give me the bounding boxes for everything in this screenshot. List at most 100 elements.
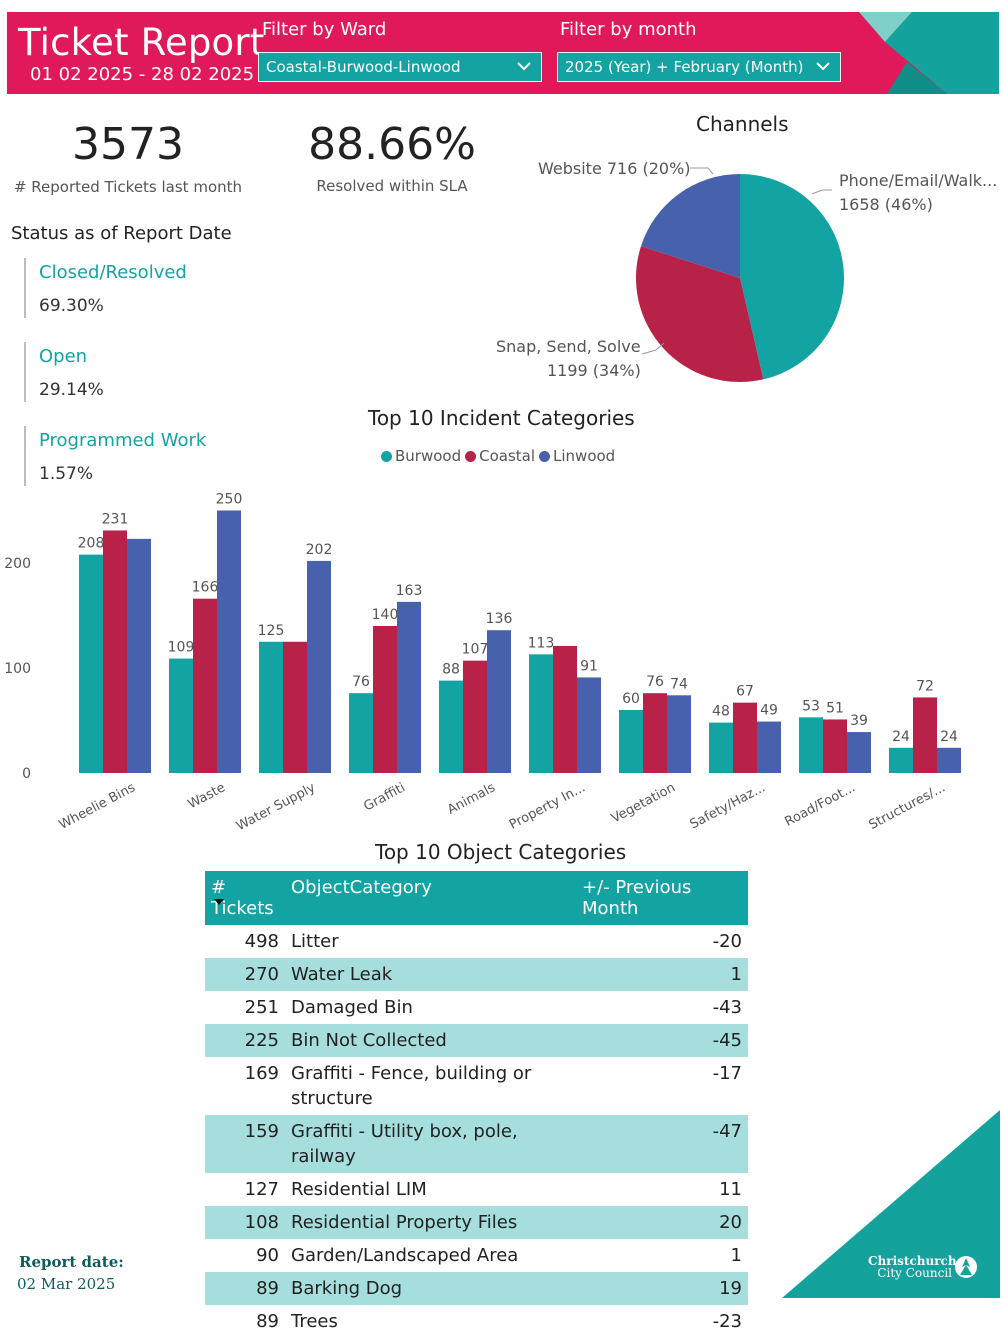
table-header-row: # Tickets ObjectCategory +/- Previous Mo…	[205, 871, 748, 925]
bar-coastal[interactable]	[553, 645, 577, 773]
bar-value-label: 208	[78, 536, 105, 552]
bar-burwood[interactable]	[439, 680, 463, 773]
bar-linwood[interactable]	[487, 630, 511, 773]
legend-coastal-dot	[465, 450, 477, 462]
bar-burwood[interactable]	[349, 693, 373, 773]
bar-coastal[interactable]	[823, 719, 847, 773]
pie-slice-0[interactable]	[740, 174, 845, 380]
category-column-header[interactable]: ObjectCategory	[285, 871, 576, 925]
pie-slice-2[interactable]	[641, 174, 740, 278]
table-row[interactable]: 127 Residential LIM 11	[205, 1173, 748, 1206]
table-row[interactable]: 270 Water Leak 1	[205, 958, 748, 991]
category-cell: Water Leak	[285, 958, 576, 991]
tickets-column-header[interactable]: # Tickets	[205, 871, 285, 925]
bar-coastal[interactable]	[103, 530, 127, 773]
status-closed-name: Closed/Resolved	[39, 262, 187, 283]
bar-linwood[interactable]	[397, 601, 421, 773]
table-row[interactable]: 225 Bin Not Collected -45	[205, 1024, 748, 1057]
reported-tickets-label: # Reported Tickets last month	[13, 178, 243, 196]
chevron-down-icon	[517, 62, 531, 71]
bar-coastal[interactable]	[643, 693, 667, 773]
change-cell: 20	[576, 1206, 748, 1239]
bar-burwood[interactable]	[799, 717, 823, 773]
table-row[interactable]: 169 Graffiti - Fence, building or structu…	[205, 1057, 748, 1115]
bar-linwood[interactable]	[127, 538, 151, 773]
bar-value-label: 166	[192, 580, 219, 596]
bar-value-label: 91	[580, 658, 598, 674]
x-tick-label: Waste	[186, 780, 228, 812]
bar-burwood[interactable]	[709, 722, 733, 773]
report-date-range: 01 02 2025 - 28 02 2025	[30, 64, 255, 85]
bar-linwood[interactable]	[667, 695, 691, 773]
ward-filter-value: Coastal-Burwood-Linwood	[266, 58, 461, 76]
report-date-value: 02 Mar 2025	[17, 1275, 116, 1293]
bar-coastal[interactable]	[463, 660, 487, 773]
table-row[interactable]: 159 Graffiti - Utility box, pole, railway…	[205, 1115, 748, 1173]
table-row[interactable]: 90 Garden/Landscaped Area 1	[205, 1239, 748, 1272]
category-cell: Residential Property Files	[285, 1206, 576, 1239]
bar-burwood[interactable]	[619, 710, 643, 773]
y-tick-label: 0	[22, 766, 31, 782]
change-cell: 1	[730, 1245, 742, 1266]
bar-linwood[interactable]	[307, 560, 331, 773]
bar-linwood[interactable]	[937, 747, 961, 773]
phone-slice-label-line1: Phone/Email/Walk...	[839, 171, 998, 190]
table-row[interactable]: 89 Trees -23	[205, 1305, 748, 1338]
sla-value: 88.66%	[308, 119, 476, 170]
status-programmed-name: Programmed Work	[39, 430, 207, 451]
status-divider	[24, 258, 26, 318]
category-cell: Damaged Bin	[291, 997, 413, 1018]
bar-value-label: 76	[646, 674, 664, 690]
bar-burwood[interactable]	[169, 658, 193, 773]
y-tick-label: 200	[4, 556, 31, 572]
bar-value-label: 51	[826, 700, 844, 716]
bar-linwood[interactable]	[577, 677, 601, 773]
change-column-header[interactable]: +/- Previous Month	[576, 871, 748, 925]
x-tick-label: Vegetation	[609, 780, 678, 826]
y-tick-label: 100	[4, 661, 31, 677]
bar-burwood[interactable]	[889, 747, 913, 773]
bar-value-label: 53	[802, 698, 820, 714]
category-cell: Residential LIM	[291, 1179, 427, 1200]
bar-coastal[interactable]	[193, 598, 217, 773]
status-programmed-value: 1.57%	[39, 464, 94, 484]
snap-leader-line	[641, 342, 665, 355]
table-row[interactable]: 498 Litter -20	[205, 925, 748, 958]
bar-coastal[interactable]	[733, 702, 757, 773]
month-filter-select[interactable]: 2025 (Year) + February (Month)	[557, 52, 841, 82]
x-tick-label: Structures/...	[867, 780, 948, 833]
snap-slice-label-line1: Snap, Send, Solve	[496, 337, 641, 356]
bar-linwood[interactable]	[217, 510, 241, 774]
change-cell: -47	[576, 1115, 748, 1173]
ticket-count-cell: 127	[244, 1179, 279, 1200]
change-cell: 19	[576, 1272, 748, 1305]
report-title: Ticket Report	[18, 21, 265, 64]
report-header: Ticket Report 01 02 2025 - 28 02 2025 Fi…	[7, 12, 999, 94]
bar-burwood[interactable]	[529, 654, 553, 773]
change-cell: -23	[712, 1311, 742, 1332]
bar-linwood[interactable]	[757, 721, 781, 773]
x-tick-label: Graffiti	[361, 780, 407, 814]
status-open-value: 29.14%	[39, 380, 104, 400]
council-logo-icon	[955, 1256, 977, 1278]
ward-filter-select[interactable]: Coastal-Burwood-Linwood	[258, 52, 542, 82]
bar-burwood[interactable]	[79, 554, 103, 773]
bar-coastal[interactable]	[283, 641, 307, 773]
x-tick-label: Animals	[445, 780, 498, 818]
bar-linwood[interactable]	[847, 732, 871, 773]
legend-burwood: Burwood	[381, 447, 461, 465]
pie-slice-1[interactable]	[636, 246, 764, 382]
legend-coastal: Coastal	[465, 447, 535, 465]
table-row[interactable]: 251 Damaged Bin -43	[205, 991, 748, 1024]
x-tick-label: Water Supply	[234, 780, 318, 834]
bar-value-label: 39	[850, 713, 868, 729]
bar-coastal[interactable]	[373, 626, 397, 773]
change-cell: 1	[576, 958, 748, 991]
bar-value-label: 136	[486, 611, 513, 627]
tickets-column-label: # Tickets	[211, 877, 274, 919]
phone-slice-label-line2: 1658 (46%)	[839, 195, 933, 214]
bar-burwood[interactable]	[259, 641, 283, 773]
bar-coastal[interactable]	[913, 697, 937, 773]
table-row[interactable]: 108 Residential Property Files 20	[205, 1206, 748, 1239]
table-row[interactable]: 89 Barking Dog 19	[205, 1272, 748, 1305]
